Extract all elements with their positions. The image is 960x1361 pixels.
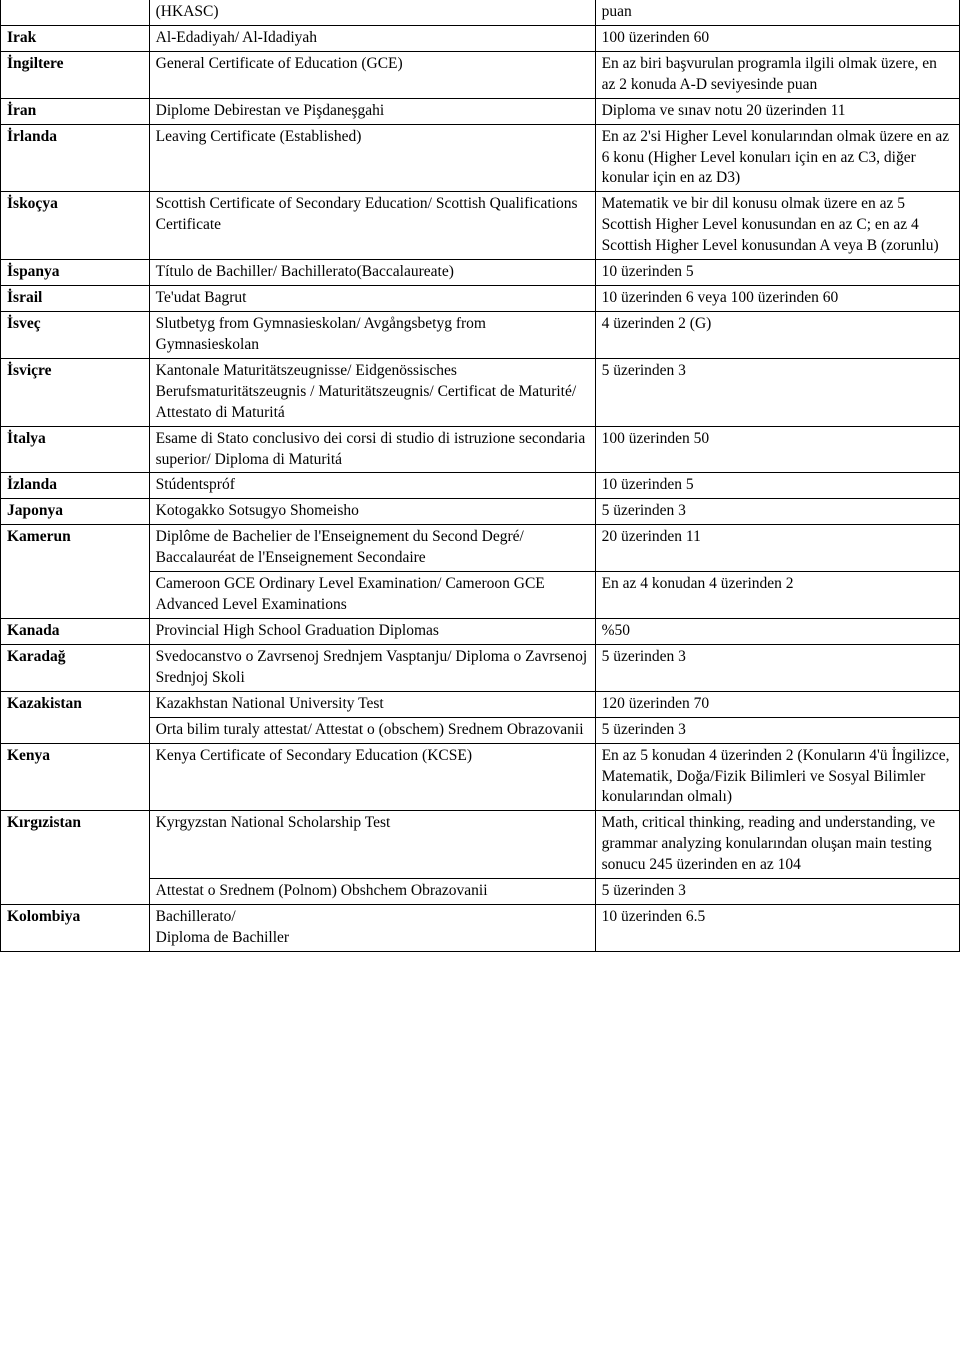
score-cell: 5 üzerinden 3	[595, 879, 959, 905]
country-cell: İran	[1, 98, 150, 124]
table-row: İsveçSlutbetyg from Gymnasieskolan/ Avgå…	[1, 311, 960, 358]
table-row: İranDiplome Debirestan ve PişdaneşgahiDi…	[1, 98, 960, 124]
table-row: Orta bilim turaly attestat/ Attestat o (…	[1, 717, 960, 743]
score-cell: Matematik ve bir dil konusu olmak üzere …	[595, 192, 959, 260]
country-cell	[1, 572, 150, 619]
country-cell: İngiltere	[1, 51, 150, 98]
table-row: KanadaProvincial High School Graduation …	[1, 618, 960, 644]
table-row: KenyaKenya Certificate of Secondary Educ…	[1, 743, 960, 811]
diploma-cell: Diplôme de Bachelier de l'Enseignement d…	[149, 525, 595, 572]
diploma-cell: Título de Bachiller/ Bachillerato(Baccal…	[149, 260, 595, 286]
score-cell: En az 2'si Higher Level konularından olm…	[595, 124, 959, 192]
diploma-cell: Diplome Debirestan ve Pişdaneşgahi	[149, 98, 595, 124]
score-cell: 5 üzerinden 3	[595, 644, 959, 691]
score-cell: 5 üzerinden 3	[595, 717, 959, 743]
country-cell: İsrail	[1, 286, 150, 312]
table-row: JaponyaKotogakko Sotsugyo Shomeisho5 üze…	[1, 499, 960, 525]
score-cell: 120 üzerinden 70	[595, 691, 959, 717]
diploma-cell: Svedocanstvo o Zavrsenoj Srednjem Vaspta…	[149, 644, 595, 691]
diploma-cell: Leaving Certificate (Established)	[149, 124, 595, 192]
country-cell: İsveç	[1, 311, 150, 358]
diploma-cell: Te'udat Bagrut	[149, 286, 595, 312]
score-cell: 10 üzerinden 6.5	[595, 905, 959, 952]
diploma-cell: Provincial High School Graduation Diplom…	[149, 618, 595, 644]
diploma-cell: General Certificate of Education (GCE)	[149, 51, 595, 98]
score-cell: 5 üzerinden 3	[595, 499, 959, 525]
table-row: İsviçreKantonale Maturitätszeugnisse/ Ei…	[1, 358, 960, 426]
diploma-cell: Esame di Stato conclusivo dei corsi di s…	[149, 426, 595, 473]
country-cell: Kırgızistan	[1, 811, 150, 879]
table-row: KaradağSvedocanstvo o Zavrsenoj Srednjem…	[1, 644, 960, 691]
table-row: İskoçyaScottish Certificate of Secondary…	[1, 192, 960, 260]
country-cell: Karadağ	[1, 644, 150, 691]
country-cell: Kenya	[1, 743, 150, 811]
table-row: KamerunDiplôme de Bachelier de l'Enseign…	[1, 525, 960, 572]
table-row: İngiltereGeneral Certificate of Educatio…	[1, 51, 960, 98]
score-cell: 100 üzerinden 60	[595, 25, 959, 51]
diploma-cell: Stúdentspróf	[149, 473, 595, 499]
score-cell: 4 üzerinden 2 (G)	[595, 311, 959, 358]
score-cell: Diploma ve sınav notu 20 üzerinden 11	[595, 98, 959, 124]
table-row: İsrailTe'udat Bagrut10 üzerinden 6 veya …	[1, 286, 960, 312]
country-cell: Kazakistan	[1, 691, 150, 717]
table-body: (HKASC)puanIrakAl-Edadiyah/ Al-Idadiyah1…	[1, 0, 960, 951]
country-cell: İrlanda	[1, 124, 150, 192]
diploma-cell: Kotogakko Sotsugyo Shomeisho	[149, 499, 595, 525]
score-cell: 10 üzerinden 5	[595, 260, 959, 286]
diploma-cell: Slutbetyg from Gymnasieskolan/ Avgångsbe…	[149, 311, 595, 358]
score-cell: 10 üzerinden 5	[595, 473, 959, 499]
country-cell: Japonya	[1, 499, 150, 525]
table-row: Cameroon GCE Ordinary Level Examination/…	[1, 572, 960, 619]
score-cell: Math, critical thinking, reading and und…	[595, 811, 959, 879]
score-cell: En az biri başvurulan programla ilgili o…	[595, 51, 959, 98]
diploma-cell: Kyrgyzstan National Scholarship Test	[149, 811, 595, 879]
country-cell	[1, 717, 150, 743]
diploma-cell: Kantonale Maturitätszeugnisse/ Eidgenöss…	[149, 358, 595, 426]
country-cell: Kolombiya	[1, 905, 150, 952]
diploma-cell: (HKASC)	[149, 0, 595, 25]
table-row: IrakAl-Edadiyah/ Al-Idadiyah100 üzerinde…	[1, 25, 960, 51]
score-cell: 100 üzerinden 50	[595, 426, 959, 473]
score-cell: %50	[595, 618, 959, 644]
diploma-cell: Kenya Certificate of Secondary Education…	[149, 743, 595, 811]
country-cell: Irak	[1, 25, 150, 51]
table-row: İtalyaEsame di Stato conclusivo dei cors…	[1, 426, 960, 473]
country-cell: Kamerun	[1, 525, 150, 572]
diploma-cell: Attestat o Srednem (Polnom) Obshchem Obr…	[149, 879, 595, 905]
score-cell: 10 üzerinden 6 veya 100 üzerinden 60	[595, 286, 959, 312]
requirements-table: (HKASC)puanIrakAl-Edadiyah/ Al-Idadiyah1…	[0, 0, 960, 952]
country-cell: İsviçre	[1, 358, 150, 426]
diploma-cell: Scottish Certificate of Secondary Educat…	[149, 192, 595, 260]
score-cell: 20 üzerinden 11	[595, 525, 959, 572]
table-row: İzlandaStúdentspróf10 üzerinden 5	[1, 473, 960, 499]
country-cell	[1, 0, 150, 25]
table-row: KolombiyaBachillerato/Diploma de Bachill…	[1, 905, 960, 952]
diploma-cell: Cameroon GCE Ordinary Level Examination/…	[149, 572, 595, 619]
country-cell: İtalya	[1, 426, 150, 473]
score-cell: puan	[595, 0, 959, 25]
table-row: İrlandaLeaving Certificate (Established)…	[1, 124, 960, 192]
table-row: KırgızistanKyrgyzstan National Scholarsh…	[1, 811, 960, 879]
table-row: (HKASC)puan	[1, 0, 960, 25]
diploma-cell: Al-Edadiyah/ Al-Idadiyah	[149, 25, 595, 51]
diploma-cell: Bachillerato/Diploma de Bachiller	[149, 905, 595, 952]
country-cell: İskoçya	[1, 192, 150, 260]
country-cell: İzlanda	[1, 473, 150, 499]
diploma-cell: Orta bilim turaly attestat/ Attestat o (…	[149, 717, 595, 743]
diploma-cell: Kazakhstan National University Test	[149, 691, 595, 717]
score-cell: En az 4 konudan 4 üzerinden 2	[595, 572, 959, 619]
country-cell	[1, 879, 150, 905]
table-row: İspanyaTítulo de Bachiller/ Bachillerato…	[1, 260, 960, 286]
score-cell: 5 üzerinden 3	[595, 358, 959, 426]
country-cell: Kanada	[1, 618, 150, 644]
country-cell: İspanya	[1, 260, 150, 286]
score-cell: En az 5 konudan 4 üzerinden 2 (Konuların…	[595, 743, 959, 811]
table-row: KazakistanKazakhstan National University…	[1, 691, 960, 717]
table-row: Attestat o Srednem (Polnom) Obshchem Obr…	[1, 879, 960, 905]
